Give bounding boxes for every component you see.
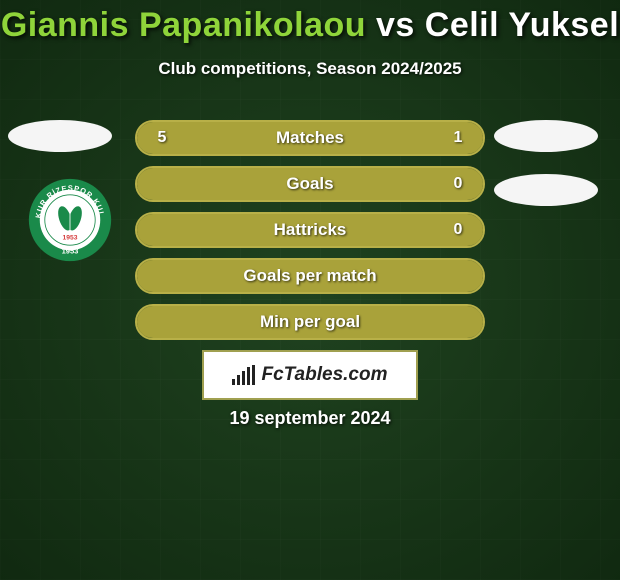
stat-label: Hattricks bbox=[187, 220, 433, 240]
stat-left-value: 5 bbox=[137, 129, 187, 147]
player1-avatar-placeholder bbox=[8, 120, 112, 152]
player2-avatar-placeholder bbox=[494, 120, 598, 152]
stat-row: 5Matches1 bbox=[135, 120, 485, 156]
svg-text:1953: 1953 bbox=[63, 234, 78, 241]
svg-text:1953: 1953 bbox=[62, 247, 79, 256]
comparison-title: Giannis Papanikolaou vs Celil Yuksel bbox=[0, 0, 620, 45]
brand-text: FcTables.com bbox=[261, 364, 387, 386]
brand-bars-icon bbox=[232, 365, 255, 385]
stat-right-value: 1 bbox=[433, 129, 483, 147]
player2-club-placeholder bbox=[494, 174, 598, 206]
date-text: 19 september 2024 bbox=[0, 408, 620, 429]
player1-name: Giannis Papanikolaou bbox=[1, 6, 366, 44]
player1-club-badge: ÇAYKUR RİZESPOR KULÜBÜ 1953 1953 bbox=[28, 178, 112, 262]
stat-row: Goals0 bbox=[135, 166, 485, 202]
stat-right-value: 0 bbox=[433, 175, 483, 193]
stat-row: Goals per match bbox=[135, 258, 485, 294]
brand-box: FcTables.com bbox=[202, 350, 418, 400]
stat-label: Goals per match bbox=[187, 266, 433, 286]
stat-label: Min per goal bbox=[187, 312, 433, 332]
stat-row: Hattricks0 bbox=[135, 212, 485, 248]
stat-label: Matches bbox=[187, 128, 433, 148]
stat-row: Min per goal bbox=[135, 304, 485, 340]
player2-name: Celil Yuksel bbox=[425, 6, 619, 44]
vs-text: vs bbox=[376, 6, 415, 44]
subtitle: Club competitions, Season 2024/2025 bbox=[0, 59, 620, 79]
stats-panel: 5Matches1Goals0Hattricks0Goals per match… bbox=[135, 120, 485, 350]
stat-label: Goals bbox=[187, 174, 433, 194]
stat-right-value: 0 bbox=[433, 221, 483, 239]
